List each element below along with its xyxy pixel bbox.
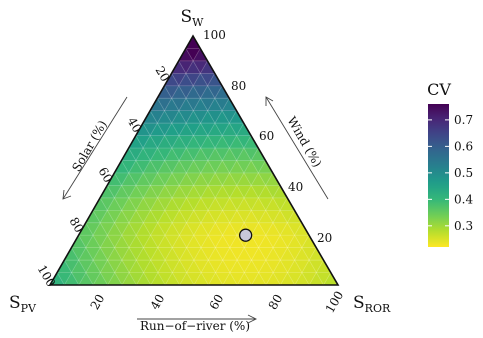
wind-tick-60: 60 <box>259 129 274 143</box>
vertex-label-solar: SPV <box>9 293 37 315</box>
solar-tick-40: 40 <box>125 115 145 135</box>
grid-line-12-1 <box>106 185 166 286</box>
wind-tick-20: 20 <box>317 231 332 245</box>
ror-axis-title-group: Run−of−river (%) <box>137 314 258 333</box>
ror-tick-40: 40 <box>148 292 168 312</box>
grid-line-4-1 <box>164 85 281 286</box>
solar-arrow-head <box>62 189 72 200</box>
colorbar-ticks: 0.3 0.4 0.5 0.6 0.7 <box>428 113 473 233</box>
vertex-label-ror: SROR <box>353 293 391 315</box>
grid-line-18-1 <box>63 259 80 286</box>
grid-line-1-2 <box>64 48 201 286</box>
vertex-label-wind: SW <box>181 7 205 29</box>
ror-axis-title: Run−of−river (%) <box>140 319 250 333</box>
optimal-mix-marker <box>238 228 253 242</box>
ternary-frame <box>48 34 340 286</box>
colorbar-tick-label-4: 0.7 <box>454 113 473 127</box>
grid-line-19-2 <box>323 272 332 286</box>
grid-line-9-2 <box>179 147 259 286</box>
grid-line-15-2 <box>265 222 303 286</box>
grid-line-7-2 <box>150 122 245 286</box>
grid-line-4-2 <box>107 85 223 286</box>
grid-line-17-2 <box>294 247 317 286</box>
colorbar-tick-label-3: 0.6 <box>454 139 473 153</box>
wind-axis-arrow <box>265 96 329 200</box>
grid-line-9-1 <box>128 147 209 286</box>
grid-line-13-1 <box>99 197 152 286</box>
ror-arrow-head <box>247 314 258 324</box>
grid-line-8-2 <box>164 135 252 286</box>
grid-line-16-1 <box>78 235 108 286</box>
heat-cell-399 <box>185 35 201 49</box>
wind-arrow-head <box>265 96 274 106</box>
ror-tick-60: 60 <box>207 292 227 312</box>
wind-tick-80: 80 <box>231 79 246 93</box>
grid-line-1-1 <box>185 48 324 286</box>
ternary-grid <box>56 48 332 286</box>
wind-axis-title: Wind (%) <box>284 114 324 169</box>
colorbar-title: CV <box>427 80 451 99</box>
colorbar-tick-label-2: 0.5 <box>454 166 473 180</box>
solar-tick-60: 60 <box>96 165 116 185</box>
grid-line-2-2 <box>78 60 208 286</box>
grid-line-11-1 <box>114 172 180 286</box>
grid-line-3-2 <box>92 73 216 286</box>
solar-axis-title: Solar (%) <box>69 118 110 174</box>
grid-line-14-2 <box>251 210 295 286</box>
grid-line-10-2 <box>193 160 266 286</box>
colorbar-tick-label-0: 0.3 <box>454 219 473 233</box>
solar-tick-20: 20 <box>153 64 173 84</box>
colorbar-scale <box>428 104 449 247</box>
grid-line-18-2 <box>308 259 324 286</box>
solar-tick-80: 80 <box>67 215 87 235</box>
grid-line-19-1 <box>56 272 65 286</box>
wind-axis-ticks: 20 40 60 80 100 <box>203 28 332 245</box>
grid-line-8-1 <box>135 135 224 286</box>
ror-axis-ticks: 20 40 60 80 100 <box>88 289 347 316</box>
grid-line-11-2 <box>208 172 274 286</box>
grid-line-6-2 <box>136 110 237 286</box>
grid-line-10-1 <box>121 160 195 286</box>
grid-line-17-1 <box>71 247 94 286</box>
grid-line-5-1 <box>156 98 267 286</box>
ror-tick-100: 100 <box>323 289 347 316</box>
grid-line-6-1 <box>149 110 252 286</box>
ror-tick-80: 80 <box>266 292 286 312</box>
grid-line-2-1 <box>178 60 310 286</box>
grid-line-3-1 <box>171 73 296 286</box>
colorbar-tick-label-1: 0.4 <box>454 192 473 206</box>
grid-line-5-2 <box>121 98 230 286</box>
ror-tick-20: 20 <box>88 292 108 312</box>
grid-line-15-1 <box>85 222 123 286</box>
wind-tick-100: 100 <box>203 28 226 42</box>
solar-axis-arrow <box>62 96 128 200</box>
wind-tick-40: 40 <box>288 180 303 194</box>
grid-line-14-1 <box>92 210 137 286</box>
grid-line-16-2 <box>280 235 310 286</box>
cv-heatmap <box>49 35 339 286</box>
colorbar: CV 0.3 0.4 0.5 0.6 0.7 <box>427 80 473 247</box>
grid-line-7-1 <box>142 122 238 286</box>
grid-line-13-2 <box>236 197 288 286</box>
